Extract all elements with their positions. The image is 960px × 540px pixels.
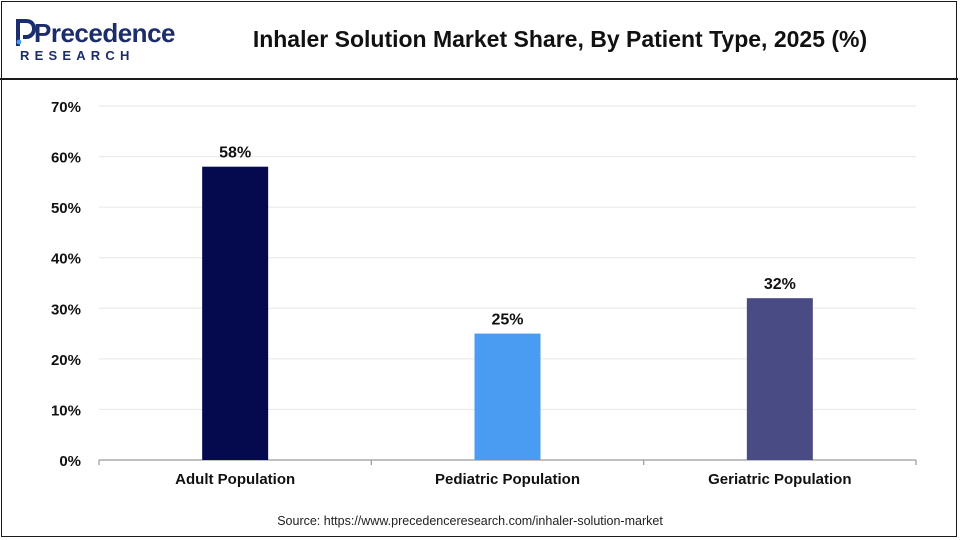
y-axis: 0% 10% 20% 30% 40% 50% 60% 70%: [51, 99, 81, 470]
y-tick-label: 30%: [51, 301, 81, 318]
source-note: Source: https://www.precedenceresearch.c…: [277, 514, 663, 528]
bar: [474, 333, 541, 460]
brand-name: Precedence: [34, 18, 175, 48]
x-axis: Adult Population Pediatric Population Geri…: [98, 459, 917, 488]
brand-subtitle: RESEARCH: [20, 48, 135, 63]
y-tick-label: 0%: [59, 453, 81, 470]
data-label: 25%: [491, 312, 523, 329]
y-tick-label: 20%: [51, 352, 81, 369]
data-label: 32%: [764, 276, 796, 293]
y-tick-label: 10%: [51, 402, 81, 419]
y-tick-label: 50%: [51, 200, 81, 217]
x-tick-label: Pediatric Population: [435, 471, 580, 488]
data-label: 58%: [219, 145, 251, 162]
chart-title: Inhaler Solution Market Share, By Patien…: [252, 26, 868, 52]
x-tick-label: Adult Population: [175, 471, 295, 488]
y-tick-label: 70%: [51, 99, 81, 116]
bar: [202, 166, 269, 460]
header: Precedence RESEARCH Inhaler Solution Mar…: [0, 0, 958, 80]
brand-logo: Precedence RESEARCH: [16, 16, 175, 66]
y-tick-label: 40%: [51, 251, 81, 268]
logo-p-icon: [16, 19, 36, 46]
bar-chart: 0% 10% 20% 30% 40% 50% 60% 70% Adult Population…: [51, 99, 917, 488]
y-tick-label: 60%: [51, 150, 81, 167]
bars: 58% 25% 32%: [202, 145, 813, 460]
x-tick-label: Geriatric Population: [708, 471, 851, 488]
bar: [746, 298, 813, 460]
